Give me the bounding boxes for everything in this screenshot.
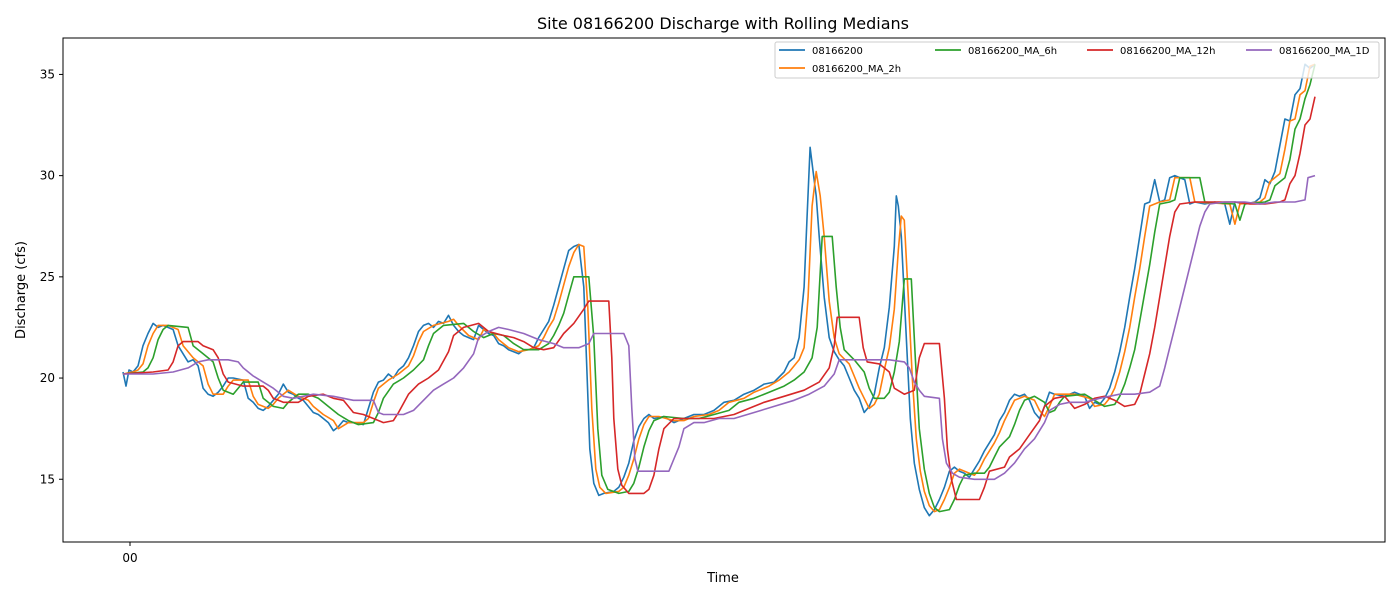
- series-group: [122, 63, 1316, 517]
- x-axis: 00: [122, 542, 138, 565]
- y-tick-label: 15: [40, 472, 55, 486]
- y-axis-label: Discharge (cfs): [14, 241, 29, 339]
- plot-area: [62, 37, 1386, 543]
- series-line-2: [122, 64, 1316, 513]
- series-line-4: [123, 174, 1316, 481]
- legend-label-4: 08166200_MA_1D: [1279, 46, 1370, 57]
- legend-label-0: 08166200: [812, 46, 863, 57]
- series-line-3: [122, 96, 1316, 501]
- legend: 08166200 08166200_MA_2h 08166200_MA_6h 0816…: [774, 41, 1380, 79]
- plot-frame: [62, 37, 1386, 543]
- y-tick-label: 25: [40, 270, 55, 284]
- chart-title: Site 08166200 Discharge with Rolling Med…: [537, 14, 909, 33]
- legend-label-2: 08166200_MA_6h: [968, 46, 1057, 57]
- y-tick-label: 30: [40, 169, 55, 183]
- legend-label-1: 08166200_MA_2h: [812, 64, 901, 75]
- y-tick-label: 20: [40, 371, 55, 385]
- y-axis: 15 20 25 30 35: [40, 67, 63, 486]
- series-line-0: [122, 63, 1316, 517]
- plot-background: [63, 38, 1385, 542]
- x-axis-label: Time: [706, 571, 739, 586]
- y-tick-label: 35: [40, 67, 55, 81]
- legend-box: [774, 41, 1380, 79]
- legend-label-3: 08166200_MA_12h: [1120, 46, 1215, 57]
- x-tick-label: 00: [122, 551, 137, 565]
